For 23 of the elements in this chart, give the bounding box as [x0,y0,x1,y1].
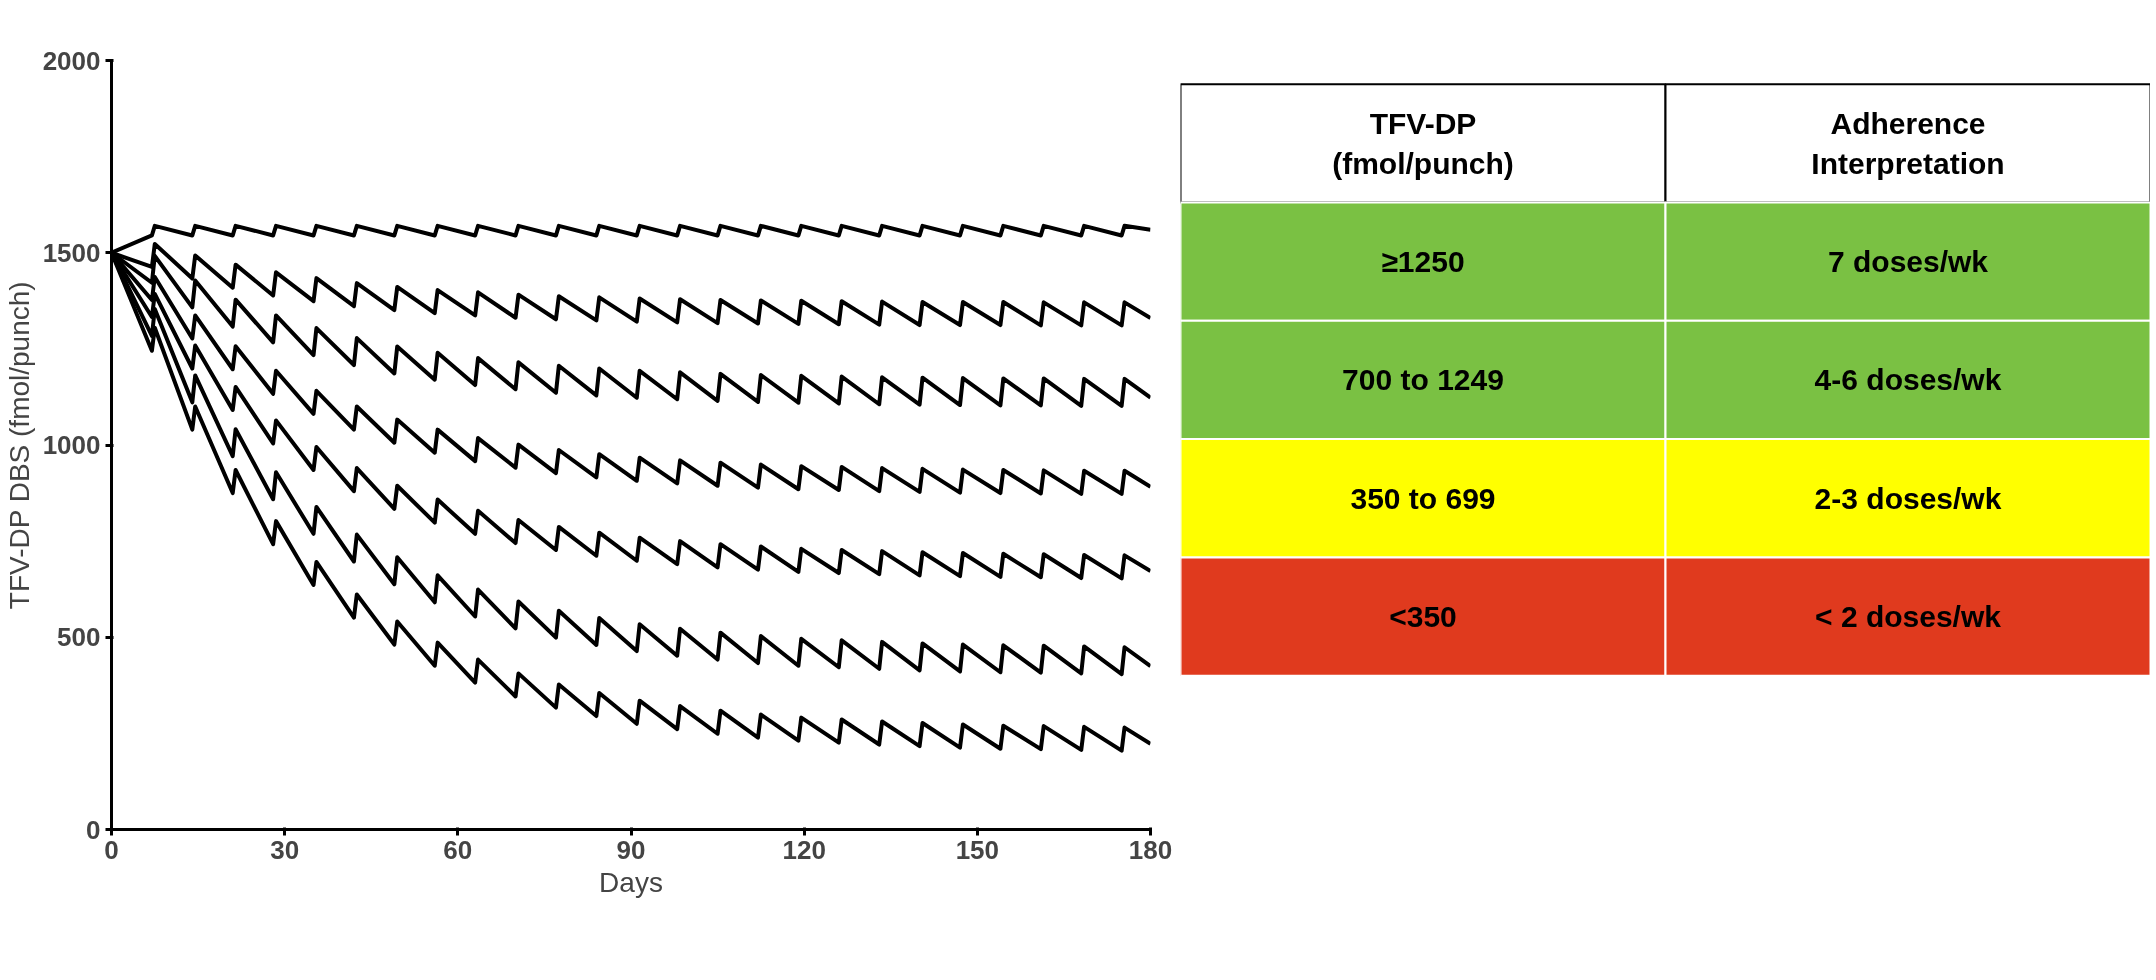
y-tick-label: 1500 [42,237,101,268]
text: < 2 doses/wk [1815,600,2002,634]
x-tick-label: 30 [270,834,300,865]
text: Adherence Interpretation [1811,107,2005,180]
y-tick-label: 0 [86,814,101,845]
text: 2-3 doses/wk [1814,481,2002,515]
text: ≥1250 [1381,245,1465,279]
x-tick-label: 120 [782,834,826,865]
y-tick-label: 500 [57,622,101,653]
x-tick-label: 180 [1128,834,1173,865]
text: 7 doses/wk [1827,245,1989,279]
text: 4-6 doses/wk [1814,363,2002,397]
text: TFV-DP (fmol/punch) [1332,107,1514,180]
y-tick-label: 2000 [42,45,101,76]
text: 350 to 699 [1350,481,1496,515]
x-axis-title: Days [599,866,663,898]
x-tick-label: 60 [443,834,473,865]
y-axis-title: TFV-DP DBS (fmol/punch) [3,281,35,610]
text: <350 [1389,600,1457,634]
x-tick-label: 90 [616,834,646,865]
x-tick-label: 150 [955,834,1000,865]
y-tick-label: 1000 [42,430,101,460]
text: 700 to 1249 [1342,363,1504,397]
